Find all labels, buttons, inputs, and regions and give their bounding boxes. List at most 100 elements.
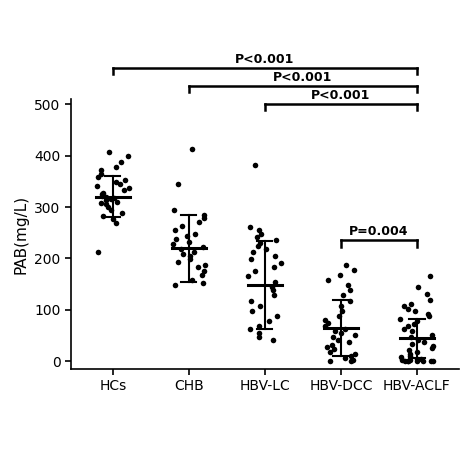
Point <box>324 319 332 326</box>
Point <box>98 190 106 198</box>
Point <box>185 238 193 246</box>
Point <box>414 336 421 343</box>
Y-axis label: PAB(mg/L): PAB(mg/L) <box>14 194 28 274</box>
Point <box>109 216 117 223</box>
Point <box>97 166 105 174</box>
Point <box>119 210 126 217</box>
Point <box>428 331 436 338</box>
Point <box>117 158 124 165</box>
Point <box>327 358 334 365</box>
Point <box>186 253 193 260</box>
Point <box>321 316 329 324</box>
Point <box>251 161 258 168</box>
Point <box>200 268 207 275</box>
Point <box>350 266 358 273</box>
Text: P<0.001: P<0.001 <box>235 53 295 66</box>
Point <box>406 357 413 364</box>
Point <box>183 232 191 239</box>
Point <box>277 259 285 266</box>
Point <box>98 192 106 199</box>
Point <box>255 226 263 234</box>
Point <box>405 346 412 354</box>
Point <box>350 356 357 363</box>
Point <box>255 329 263 337</box>
Point <box>99 213 106 220</box>
Point <box>189 146 196 153</box>
Point <box>170 206 178 213</box>
Point <box>413 348 420 356</box>
Point <box>401 326 408 333</box>
Point <box>191 230 199 237</box>
Point <box>328 341 336 348</box>
Point <box>93 183 101 190</box>
Point <box>195 219 203 226</box>
Point <box>339 292 347 299</box>
Point <box>429 344 436 351</box>
Point <box>249 249 257 256</box>
Point <box>342 326 349 333</box>
Point <box>99 189 107 196</box>
Point <box>406 351 414 358</box>
Point <box>113 198 120 206</box>
Point <box>326 348 333 356</box>
Point <box>338 307 345 315</box>
Point <box>269 336 276 343</box>
Point <box>342 355 349 362</box>
Point <box>404 323 412 330</box>
Point <box>429 358 437 365</box>
Point <box>417 355 424 362</box>
Point <box>187 256 194 263</box>
Point <box>406 352 413 360</box>
Point <box>200 211 208 218</box>
Point <box>172 235 180 243</box>
Point <box>330 345 338 352</box>
Point <box>124 152 131 159</box>
Point <box>322 323 329 330</box>
Point <box>103 193 110 200</box>
Point <box>334 336 342 343</box>
Point <box>411 321 418 328</box>
Point <box>245 273 252 280</box>
Point <box>272 236 280 243</box>
Point <box>404 305 412 312</box>
Point <box>248 307 256 315</box>
Point <box>94 249 101 256</box>
Point <box>346 297 354 304</box>
Point <box>112 163 120 171</box>
Point <box>254 243 262 250</box>
Point <box>247 256 254 263</box>
Point <box>342 261 350 268</box>
Point <box>199 279 207 287</box>
Point <box>426 273 434 280</box>
Point <box>97 170 105 177</box>
Point <box>177 246 184 253</box>
Point <box>270 292 278 299</box>
Point <box>120 186 128 194</box>
Point <box>419 358 427 365</box>
Point <box>172 226 179 234</box>
Point <box>425 312 433 319</box>
Point <box>102 196 110 203</box>
Point <box>420 338 428 345</box>
Point <box>201 215 208 222</box>
Point <box>121 177 129 184</box>
Point <box>407 300 415 307</box>
Point <box>407 333 415 340</box>
Point <box>348 352 355 360</box>
Point <box>323 343 331 351</box>
Point <box>255 333 263 340</box>
Point <box>424 310 431 318</box>
Point <box>344 282 352 289</box>
Point <box>414 283 422 290</box>
Point <box>102 201 110 208</box>
Point <box>105 203 112 211</box>
Point <box>174 180 182 188</box>
Text: P=0.004: P=0.004 <box>349 225 409 238</box>
Point <box>247 297 254 304</box>
Point <box>398 356 406 363</box>
Point <box>113 178 120 185</box>
Point <box>413 358 420 365</box>
Point <box>427 296 434 303</box>
Point <box>254 233 261 240</box>
Point <box>97 199 105 207</box>
